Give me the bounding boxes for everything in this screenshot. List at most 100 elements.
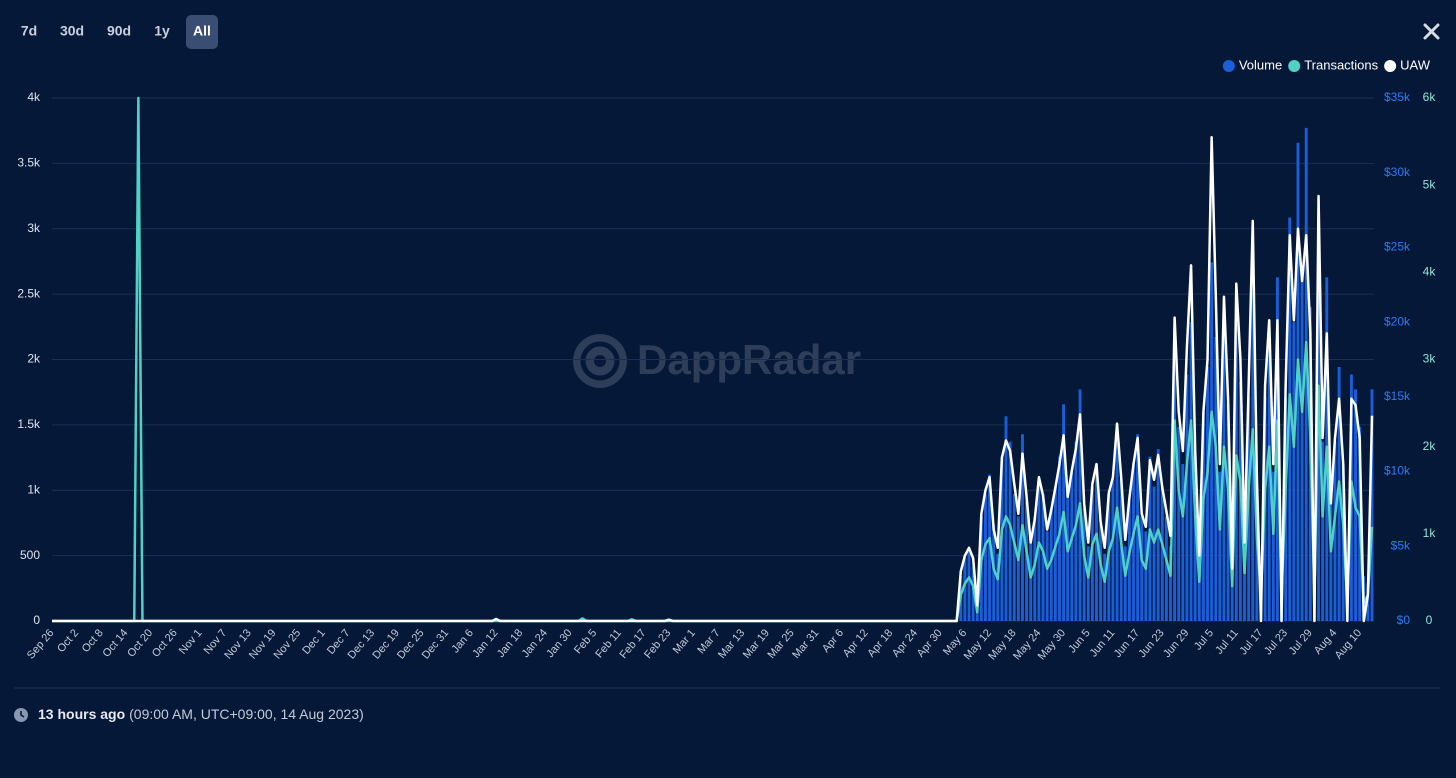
y2-tick-label: $10k [1384, 464, 1411, 478]
clock-icon [14, 708, 28, 722]
volume-bar [984, 493, 987, 621]
watermark: DappRadar [573, 334, 861, 388]
y-tick-label: 0 [33, 613, 40, 627]
volume-bar [1066, 493, 1070, 621]
volume-bar [1304, 127, 1308, 621]
volume-bar [1173, 359, 1177, 621]
range-button[interactable]: 30d [60, 23, 84, 39]
volume-bar [1033, 516, 1037, 621]
range-button[interactable]: 90d [107, 23, 131, 39]
y-tick-label: 1.5k [17, 417, 41, 431]
volume-bar [1152, 486, 1156, 621]
y3-tick-label: 0 [1426, 613, 1433, 627]
volume-bar [1300, 277, 1304, 621]
legend-label: Volume [1239, 57, 1282, 72]
y2-tick-label: $20k [1384, 314, 1411, 328]
watermark-logo-core [594, 355, 606, 367]
volume-bar [1370, 389, 1374, 621]
volume-bar [1214, 337, 1218, 621]
y3-tick-label: 6k [1423, 90, 1437, 104]
volume-bar [1218, 471, 1222, 621]
volume-bar [1222, 329, 1226, 621]
volume-bar [988, 474, 992, 621]
volume-bar [1082, 508, 1086, 621]
range-button[interactable]: 7d [21, 23, 37, 39]
volume-bar [1115, 426, 1119, 621]
volume-bar [1045, 531, 1049, 621]
volume-bar [963, 558, 967, 621]
volume-bar [1111, 479, 1115, 621]
line-y [52, 135, 1374, 623]
volume-bar [1127, 501, 1131, 621]
y-tick-label: 2k [27, 352, 41, 366]
range-button[interactable]: All [193, 23, 211, 39]
range-controls: 7d 30d 90d 1y All [21, 15, 218, 49]
volume-bar [1271, 471, 1275, 621]
watermark-logo [573, 334, 627, 388]
updated-ago: 13 hours ago [38, 706, 125, 722]
volume-bar [1329, 501, 1333, 621]
volume-bar [1267, 337, 1271, 621]
legend-label: UAW [1400, 57, 1431, 72]
footer-text: 13 hours ago (09:00 AM, UTC+09:00, 14 Aug… [38, 706, 364, 722]
legend-swatch [1384, 60, 1397, 72]
volume-bar [1189, 322, 1193, 621]
volume-bar [1292, 322, 1296, 621]
volume-bar [1230, 561, 1234, 621]
volume-bar [1140, 516, 1144, 621]
y2-tick-label: $0 [1397, 613, 1411, 627]
y3-tick-label: 4k [1423, 265, 1437, 279]
volume-bar [1321, 441, 1325, 621]
range-button[interactable]: 1y [154, 23, 170, 39]
y-tick-label: 3.5k [17, 156, 41, 170]
volume-bar [1185, 374, 1189, 621]
close-button[interactable] [1423, 23, 1440, 40]
updated-timestamp: (09:00 AM, UTC+09:00, 14 Aug 2023) [129, 706, 364, 722]
volume-bar [1099, 523, 1103, 621]
y-tick-label: 2.5k [17, 286, 41, 300]
volume-bar [1193, 456, 1197, 621]
volume-bar [1086, 546, 1090, 621]
volume-bar [1058, 456, 1061, 621]
volume-bar [1132, 464, 1135, 621]
y3-tick-label: 1k [1423, 526, 1437, 540]
legend-label: Transactions [1304, 57, 1378, 72]
volume-bar [1243, 538, 1246, 621]
volume-bar [1181, 464, 1185, 621]
volume-bar [992, 523, 996, 621]
volume-bar [1169, 546, 1172, 621]
legend-swatch [1222, 60, 1235, 72]
volume-bar [967, 549, 971, 621]
volume-bar [1197, 553, 1201, 621]
volume-bar [1123, 546, 1127, 621]
y3-tick-label: 3k [1423, 352, 1437, 366]
y-tick-label: 500 [20, 548, 40, 562]
volume-bar [975, 609, 979, 621]
y-tick-label: 1k [27, 482, 41, 496]
volume-bar [1160, 486, 1164, 621]
clock-hands [20, 711, 25, 718]
volume-bar [1177, 426, 1181, 621]
y-tick-label: 4k [27, 90, 41, 104]
y2-tick-label: $15k [1384, 389, 1411, 403]
volume-bar [1012, 493, 1016, 621]
volume-bar [1074, 441, 1078, 621]
y2-tick-label: $25k [1384, 240, 1411, 254]
volume-bar [1016, 516, 1020, 621]
volume-bar [1070, 471, 1074, 621]
range-button-bg[interactable] [186, 15, 218, 49]
volume-bar [1049, 508, 1053, 621]
y2-tick-label: $35k [1384, 90, 1411, 104]
y3-tick-label: 5k [1423, 177, 1437, 191]
watermark-logo-ring [580, 341, 620, 381]
volume-bar [1053, 486, 1057, 621]
volume-bar [1206, 366, 1209, 621]
close-icon[interactable] [1423, 23, 1440, 40]
volume-bar [1037, 479, 1041, 621]
legend-swatch [1288, 60, 1301, 72]
y-tick-label: 3k [27, 221, 41, 235]
legend: UAW Transactions Volume [1222, 57, 1431, 72]
volume-bar [1041, 493, 1045, 621]
